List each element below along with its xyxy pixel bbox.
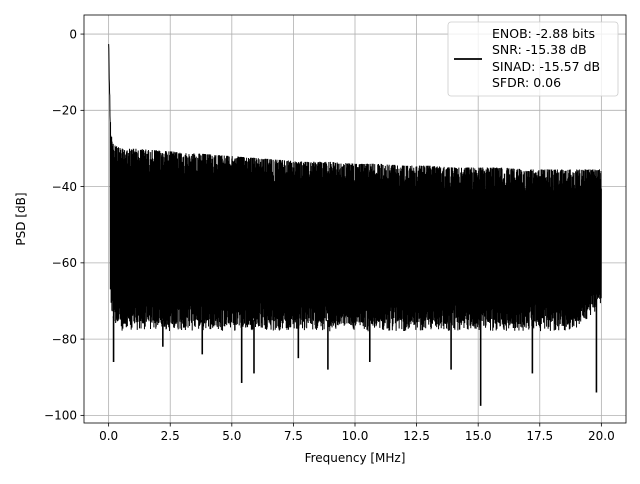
legend-label-sinad: SINAD: -15.57 dB (492, 59, 600, 74)
legend-label-sfdr: SFDR: 0.06 (492, 75, 561, 90)
y-tick-label: −80 (52, 332, 77, 346)
psd-trace (108, 44, 602, 332)
legend-label-enob: ENOB: -2.88 bits (492, 26, 595, 41)
x-tick-label: 7.5 (284, 429, 303, 443)
y-tick-label: −60 (52, 256, 77, 270)
x-tick-label: 10.0 (342, 429, 369, 443)
x-tick-label: 17.5 (526, 429, 553, 443)
y-tick-label: −40 (52, 180, 77, 194)
legend: ENOB: -2.88 bits SNR: -15.38 dB SINAD: -… (447, 21, 619, 97)
y-axis-label: PSD [dB] (14, 192, 28, 245)
x-tick-label: 0.0 (99, 429, 118, 443)
y-tick-label: 0 (69, 27, 77, 41)
y-tick-label: −100 (44, 409, 77, 423)
legend-box (447, 21, 619, 97)
x-tick-label: 5.0 (222, 429, 241, 443)
y-tick-label: −20 (52, 104, 77, 118)
legend-label-snr: SNR: -15.38 dB (492, 42, 587, 57)
series-layer (108, 44, 602, 406)
x-axis-label: Frequency [MHz] (305, 451, 406, 465)
x-tick-layer: 0.0 2.5 5.0 7.5 10.0 12.5 15.0 17.5 20.0 (99, 423, 615, 443)
x-tick-label: 12.5 (403, 429, 430, 443)
x-tick-label: 2.5 (161, 429, 180, 443)
x-tick-label: 20.0 (588, 429, 615, 443)
y-tick-layer: 0 −20 −40 −60 −80 −100 (44, 27, 84, 423)
x-tick-label: 15.0 (465, 429, 492, 443)
